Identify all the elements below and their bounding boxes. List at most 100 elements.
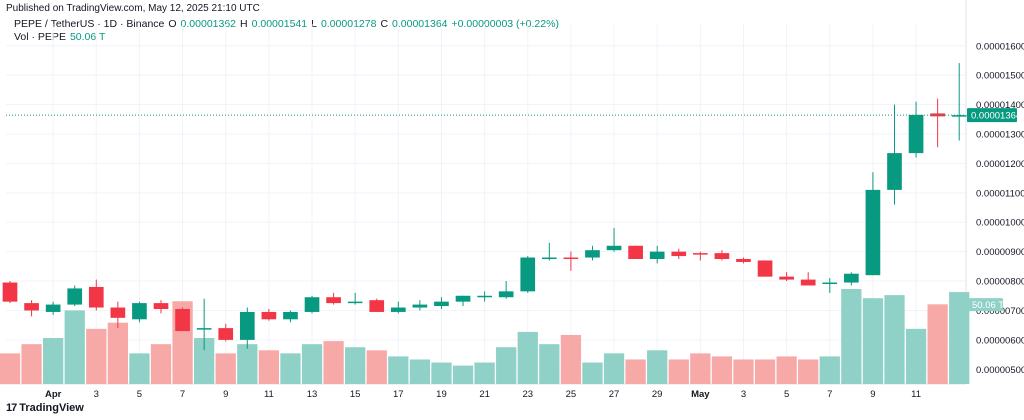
time-tick-label: 7 (180, 389, 185, 400)
price-tick-label: 0.00000600 (976, 335, 1024, 346)
volume-bar (927, 304, 948, 384)
volume-bars (0, 289, 970, 384)
volume-bar (21, 344, 42, 384)
volume-bar (0, 353, 21, 384)
candle-body (67, 288, 83, 305)
time-tick-label: 15 (350, 389, 361, 400)
volume-bar (668, 359, 689, 384)
price-axis: 0.00001600 0.00001500 0.00001400 0.00001300… (976, 41, 1024, 376)
volume-bar (884, 295, 905, 384)
candle-body (304, 297, 320, 312)
candle-body (153, 303, 169, 309)
volume-bar (323, 341, 344, 384)
candle-body (693, 253, 708, 255)
time-axis: Apr 3 5 7 9 11 13 15 17 19 21 23 25 27 29 May 3 5 7 9 11 (45, 389, 921, 400)
time-tick-label: 7 (827, 389, 832, 400)
candle-body (865, 189, 881, 276)
candle-body (24, 303, 39, 311)
symbol-title: PEPE / TetherUS · 1D · Binance (14, 18, 165, 30)
low-label: L (311, 18, 317, 30)
volume-bar (452, 365, 474, 384)
price-tick-label: 0.00001200 (976, 159, 1024, 170)
candle-body (563, 257, 579, 260)
time-tick-label: May (691, 389, 710, 400)
candle-body (455, 295, 471, 302)
volume-bar (150, 344, 172, 384)
volume-bar (905, 328, 927, 384)
volume-bar (582, 362, 603, 384)
candle-body (844, 273, 859, 283)
volume-bar (798, 359, 819, 384)
price-tick-label: 0.00001300 (976, 130, 1024, 141)
change-value: +0.00000003 (+0.22%) (451, 18, 559, 30)
volume-bar (215, 353, 236, 384)
time-tick-label: 11 (911, 389, 921, 400)
time-tick-label: 25 (566, 389, 577, 400)
candle-body (2, 282, 18, 302)
volume-bar (388, 356, 409, 384)
candle-body (606, 245, 622, 251)
tradingview-logo[interactable]: 17 TradingView (6, 402, 84, 414)
high-label: H (240, 18, 248, 30)
last-volume-tag-label: 50.06 T (972, 300, 1004, 311)
candle-body (347, 301, 363, 304)
candle-body (110, 307, 126, 318)
candle-body (779, 276, 794, 280)
tradingview-logo-icon: 17 (6, 402, 17, 414)
time-tick-label: Apr (45, 389, 62, 400)
price-tick-label: 0.00001000 (976, 218, 1024, 229)
time-tick-label: 5 (784, 389, 789, 400)
volume-bar (733, 359, 754, 384)
volume-bar (301, 344, 323, 384)
candle-body (369, 300, 385, 312)
candle-body (671, 251, 687, 257)
volume-bar (496, 347, 517, 384)
price-tick-label: 0.00001600 (976, 41, 1024, 52)
candle-body (45, 304, 61, 312)
time-tick-label: 3 (741, 389, 746, 400)
volume-bar (819, 356, 840, 384)
volume-bar (129, 353, 150, 384)
volume-bar (711, 356, 733, 384)
volume-bar (194, 338, 215, 384)
volume-bar (560, 334, 582, 384)
candle-body (822, 282, 838, 285)
high-value: 0.00001541 (251, 18, 308, 30)
volume-bar (43, 338, 64, 384)
candle-body (412, 304, 428, 308)
time-tick-label: 5 (137, 389, 142, 400)
price-tick-label: 0.00000900 (976, 247, 1024, 258)
candle-body (88, 286, 104, 308)
time-tick-label: 3 (94, 389, 99, 400)
open-value: 0.00001362 (180, 18, 237, 30)
candle-body (930, 113, 945, 117)
volume-bar (862, 298, 884, 384)
volume-bar (776, 356, 797, 384)
price-tick-label: 0.00001400 (976, 100, 1024, 111)
candle-body (477, 295, 492, 298)
gridlines (0, 0, 967, 385)
last-volume-tag (967, 298, 1003, 312)
last-price-tag (967, 108, 1017, 123)
candle-body (585, 250, 600, 258)
volume-bar (754, 359, 776, 384)
candle-body (283, 311, 298, 320)
volume-bar (107, 322, 129, 384)
price-tick-label: 0.00000800 (976, 277, 1024, 288)
candle-body (520, 257, 536, 292)
volume-bar (517, 331, 538, 384)
candlesticks (2, 63, 967, 351)
close-value: 0.00001364 (392, 18, 448, 30)
open-label: O (168, 18, 177, 30)
candle-body (887, 153, 902, 190)
price-tick-label: 0.00001100 (976, 188, 1024, 199)
candle-body (649, 251, 665, 259)
last-price-tag-label: 0.00001364 (971, 111, 1021, 122)
candle-body (908, 114, 924, 154)
volume-bar (280, 353, 301, 384)
volume-bar (409, 359, 431, 384)
candle-body (326, 297, 341, 304)
time-tick-label: 27 (609, 389, 620, 400)
volume-bar (625, 359, 646, 384)
